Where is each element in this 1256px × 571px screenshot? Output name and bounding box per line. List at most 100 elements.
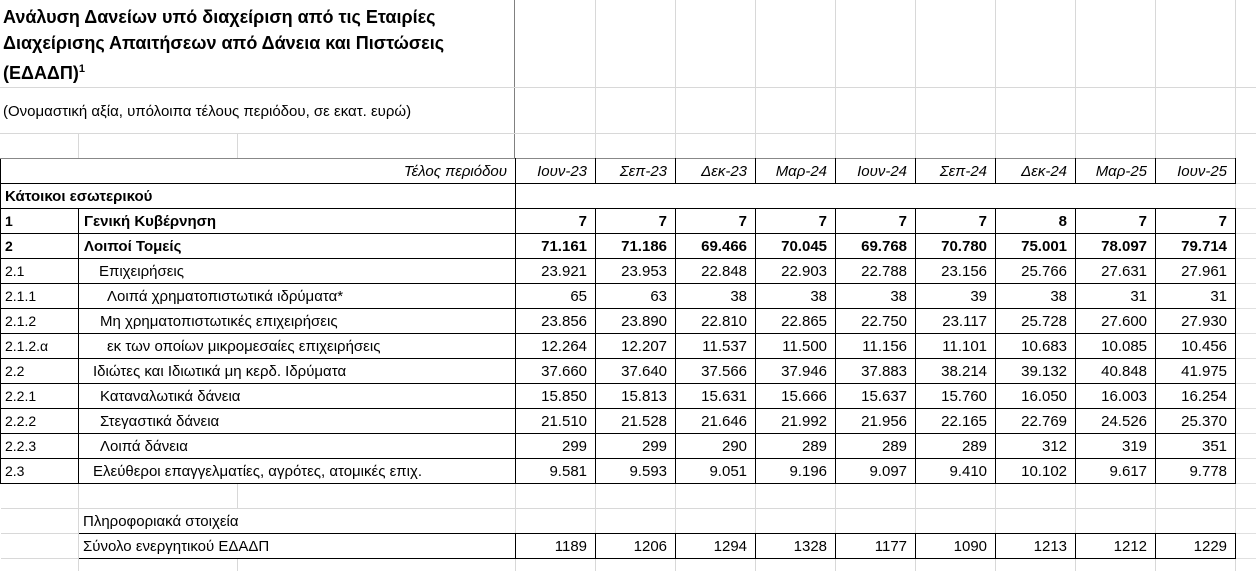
cell-value: 7 — [1075, 208, 1157, 234]
total-value: 1213 — [995, 533, 1077, 559]
cell-value: 37.660 — [515, 358, 597, 384]
cell-value: 40.848 — [1075, 358, 1157, 384]
gridline — [515, 558, 516, 571]
cell-value: 7 — [675, 208, 757, 234]
margin-cell — [1235, 308, 1256, 334]
cell-value: 70.780 — [915, 233, 997, 259]
gridline — [514, 0, 515, 158]
gridline — [237, 558, 238, 571]
info-header-row: Πληροφοριακά στοιχεία — [0, 508, 1256, 534]
total-value: 1177 — [835, 533, 917, 559]
gridline — [78, 558, 79, 571]
cell-value: 23.856 — [515, 308, 597, 334]
margin-cell — [1235, 158, 1256, 184]
gridline — [1075, 0, 1076, 158]
margin-cell — [1235, 433, 1256, 459]
cell-value: 9.097 — [835, 458, 917, 484]
cell-value: 75.001 — [995, 233, 1077, 259]
info-cell — [515, 508, 597, 534]
cell-value: 79.714 — [1155, 233, 1237, 259]
cell-value: 10.102 — [995, 458, 1077, 484]
spacer-cell — [515, 483, 597, 509]
cell-value: 7 — [595, 208, 677, 234]
spacer-row — [0, 483, 1256, 509]
table-row: 2.1.1 Λοιπά χρηματοπιστωτικά ιδρύματα* 65 6… — [0, 283, 1256, 309]
footnote-marker: 1 — [78, 63, 85, 75]
spacer-cell — [0, 483, 79, 509]
cell-value: 63 — [595, 283, 677, 309]
cell-value: 15.631 — [675, 383, 757, 409]
row-label: Λοιπά χρηματοπιστωτικά ιδρύματα* — [77, 283, 517, 309]
cell-value: 39 — [915, 283, 997, 309]
margin-cell — [1235, 458, 1256, 484]
row-label: Λοιπά δάνεια — [77, 433, 517, 459]
cell-value: 22.810 — [675, 308, 757, 334]
column-header: Σεπ-24 — [915, 158, 997, 184]
cell-value: 15.850 — [515, 383, 597, 409]
cell-value: 11.537 — [675, 333, 757, 359]
margin-cell — [1235, 358, 1256, 384]
margin-cell — [1235, 508, 1256, 534]
table-row: 2.1 Επιχειρήσεις 23.921 23.953 22.848 22.903 2… — [0, 258, 1256, 284]
info-cell — [1075, 508, 1157, 534]
cell-value: 37.946 — [755, 358, 837, 384]
column-header: Μαρ-25 — [1075, 158, 1157, 184]
section-header: Κάτοικοι εσωτερικού — [0, 183, 517, 209]
cell-value: 7 — [515, 208, 597, 234]
gridline — [915, 0, 916, 158]
margin-cell — [1235, 208, 1256, 234]
cell-value: 69.466 — [675, 233, 757, 259]
spacer-cell — [78, 483, 517, 509]
section-header-row: Κάτοικοι εσωτερικού — [0, 183, 1256, 209]
gridline — [915, 558, 916, 571]
cell-value: 31 — [1075, 283, 1157, 309]
row-label: Καταναλωτικά δάνεια — [77, 383, 517, 409]
cell-value: 11.156 — [835, 333, 917, 359]
cell-value: 319 — [1075, 433, 1157, 459]
cell-value: 11.500 — [755, 333, 837, 359]
margin-cell — [1235, 233, 1256, 259]
cell-value: 31 — [1155, 283, 1237, 309]
cell-value: 289 — [755, 433, 837, 459]
cell-value: 23.156 — [915, 258, 997, 284]
row-label: Επιχειρήσεις — [77, 258, 517, 284]
spacer-cell — [0, 533, 79, 559]
cell-value: 16.003 — [1075, 383, 1157, 409]
cell-value: 22.848 — [675, 258, 757, 284]
row-label: Ιδιώτες και Ιδιωτικά μη κερδ. Ιδρύματα — [77, 358, 517, 384]
cell-value: 65 — [515, 283, 597, 309]
cell-value: 21.992 — [755, 408, 837, 434]
cell-value: 7 — [755, 208, 837, 234]
total-value: 1328 — [755, 533, 837, 559]
spacer-cell — [595, 483, 677, 509]
cell-value: 27.631 — [1075, 258, 1157, 284]
cell-value: 290 — [675, 433, 757, 459]
margin-cell — [1235, 483, 1256, 509]
cell-value: 39.132 — [995, 358, 1077, 384]
total-value: 1294 — [675, 533, 757, 559]
spacer-cell — [755, 483, 837, 509]
cell-value: 70.045 — [755, 233, 837, 259]
gridline — [595, 0, 596, 158]
margin-cell — [1235, 333, 1256, 359]
total-value: 1229 — [1155, 533, 1237, 559]
cell-value: 12.264 — [515, 333, 597, 359]
period-label: Τέλος περιόδου — [0, 158, 517, 184]
column-header: Δεκ-24 — [995, 158, 1077, 184]
cell-value: 23.117 — [915, 308, 997, 334]
row-code: 2.2.1 — [0, 383, 79, 409]
total-value: 1206 — [595, 533, 677, 559]
cell-value: 299 — [595, 433, 677, 459]
cell-value: 27.600 — [1075, 308, 1157, 334]
cell-value: 21.510 — [515, 408, 597, 434]
gridline — [78, 133, 79, 158]
cell-value: 71.161 — [515, 233, 597, 259]
row-code: 1 — [0, 208, 79, 234]
row-code: 2.2.2 — [0, 408, 79, 434]
cell-value: 25.370 — [1155, 408, 1237, 434]
cell-value: 22.165 — [915, 408, 997, 434]
info-cell — [595, 508, 677, 534]
cell-value: 38 — [835, 283, 917, 309]
cell-value: 11.101 — [915, 333, 997, 359]
cell-value: 9.196 — [755, 458, 837, 484]
